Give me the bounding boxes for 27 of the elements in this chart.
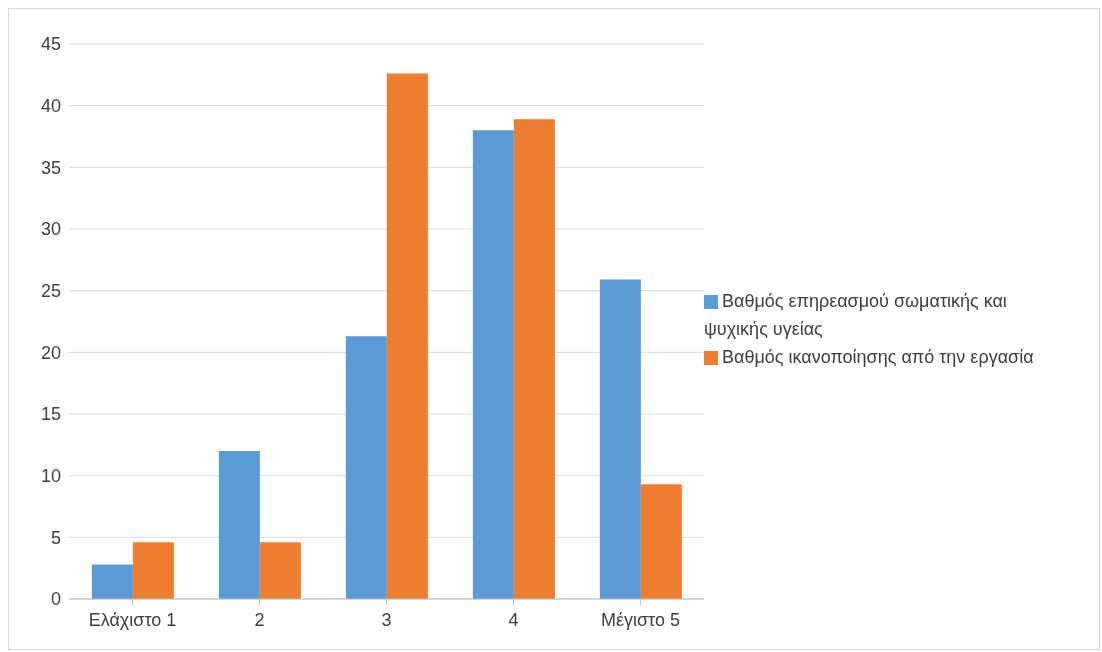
bar (386, 73, 428, 599)
y-tick-label: 10 (40, 466, 61, 487)
bar (640, 484, 682, 599)
x-tick-label: Ελάχιστο 1 (88, 609, 177, 630)
y-tick-label: 25 (40, 281, 61, 302)
y-tick-label: 35 (40, 157, 61, 178)
bar (513, 119, 555, 599)
legend-label: Βαθμός ικανοποίησης από την εργασία (722, 347, 1034, 367)
bar (345, 336, 387, 599)
y-tick-label: 40 (40, 96, 61, 117)
x-tick-label: Μέγιστο 5 (600, 609, 681, 630)
y-tick-label: 30 (40, 219, 61, 240)
y-tick-label: 5 (50, 527, 61, 548)
x-tick-label: 3 (381, 609, 392, 630)
bar (259, 542, 301, 599)
legend-label: Βαθμός επηρεασμού σωματικής και ψυχικής υγείας (704, 291, 1007, 339)
x-tick-label: 2 (254, 609, 265, 630)
bar (218, 451, 260, 599)
bar (132, 542, 174, 599)
y-tick-label: 20 (40, 342, 61, 363)
x-tick-label: 4 (508, 609, 519, 630)
y-tick-label: 0 (50, 589, 61, 610)
bar (472, 130, 514, 599)
bar (91, 564, 133, 599)
y-tick-label: 45 (40, 34, 61, 55)
y-tick-label: 15 (40, 404, 61, 425)
bar (599, 279, 641, 599)
